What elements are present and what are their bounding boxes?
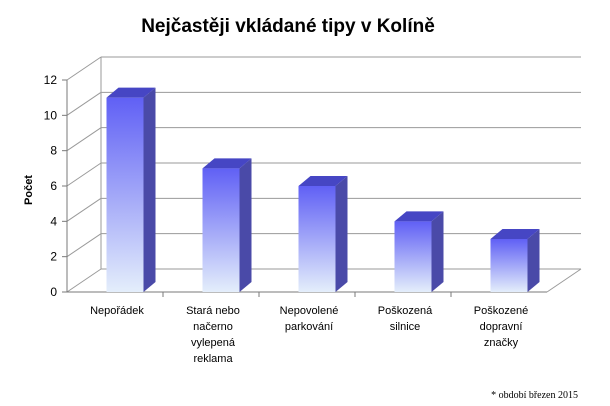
- y-tick-label: 2: [50, 250, 57, 264]
- bar-side: [431, 211, 444, 292]
- bars: [106, 87, 540, 293]
- category-label: vylepená: [191, 337, 236, 349]
- bar-side: [143, 87, 156, 293]
- bar-side: [335, 176, 348, 292]
- gridline-diag: [66, 56, 102, 81]
- bar: [298, 176, 348, 292]
- gridline-diag: [66, 127, 102, 152]
- chart-title: Nejčastěji vkládané tipy v Kolíně: [141, 16, 435, 37]
- category-label: Poškozené: [474, 305, 528, 317]
- bar-top: [106, 87, 156, 98]
- category-labels: Nepořádek Stará nebo načerno vylepená reklam…: [90, 305, 528, 365]
- gridline-diag: [66, 162, 102, 187]
- bar: [394, 211, 444, 292]
- category-label: načerno: [193, 321, 233, 333]
- category-label: Poškozená: [378, 305, 433, 317]
- gridline-diag: [66, 197, 102, 222]
- category-label: parkování: [285, 321, 333, 333]
- bar: [202, 158, 252, 292]
- floor-edge: [546, 268, 582, 293]
- y-tick-label: 4: [50, 214, 57, 228]
- bar-front: [202, 168, 240, 292]
- bar-front: [106, 97, 144, 293]
- gridline-diag: [66, 268, 102, 293]
- bar-top: [298, 176, 348, 186]
- y-tick-label: 0: [50, 285, 57, 299]
- category-label: Nepořádek: [90, 305, 144, 317]
- y-axis-label: Počet: [23, 175, 35, 205]
- bar-side: [239, 158, 252, 292]
- category-label: Nepovolené: [280, 305, 339, 317]
- y-tick-labels: 0 2 4 6 8 10 12: [44, 73, 58, 299]
- category-label: značky: [484, 337, 519, 349]
- bar-front: [394, 221, 432, 292]
- category-label: silnice: [390, 321, 421, 333]
- bar-top: [394, 211, 444, 222]
- y-tick-label: 12: [44, 73, 58, 87]
- y-tick-label: 8: [50, 144, 57, 158]
- gridline-diag: [66, 233, 102, 258]
- bar-front: [298, 186, 336, 292]
- bar-top: [202, 158, 252, 169]
- bar: [106, 87, 156, 293]
- bar-front: [490, 239, 528, 292]
- gridline-diag: [66, 91, 102, 116]
- category-label: Stará nebo: [186, 305, 240, 317]
- bar-top: [490, 229, 540, 239]
- category-label: dopravní: [480, 321, 523, 333]
- y-tick-label: 10: [44, 108, 58, 122]
- footnote: * období březen 2015: [491, 390, 578, 401]
- bar: [490, 229, 540, 292]
- category-label: reklama: [193, 353, 233, 365]
- bar-side: [527, 229, 540, 292]
- y-tick-label: 6: [50, 179, 57, 193]
